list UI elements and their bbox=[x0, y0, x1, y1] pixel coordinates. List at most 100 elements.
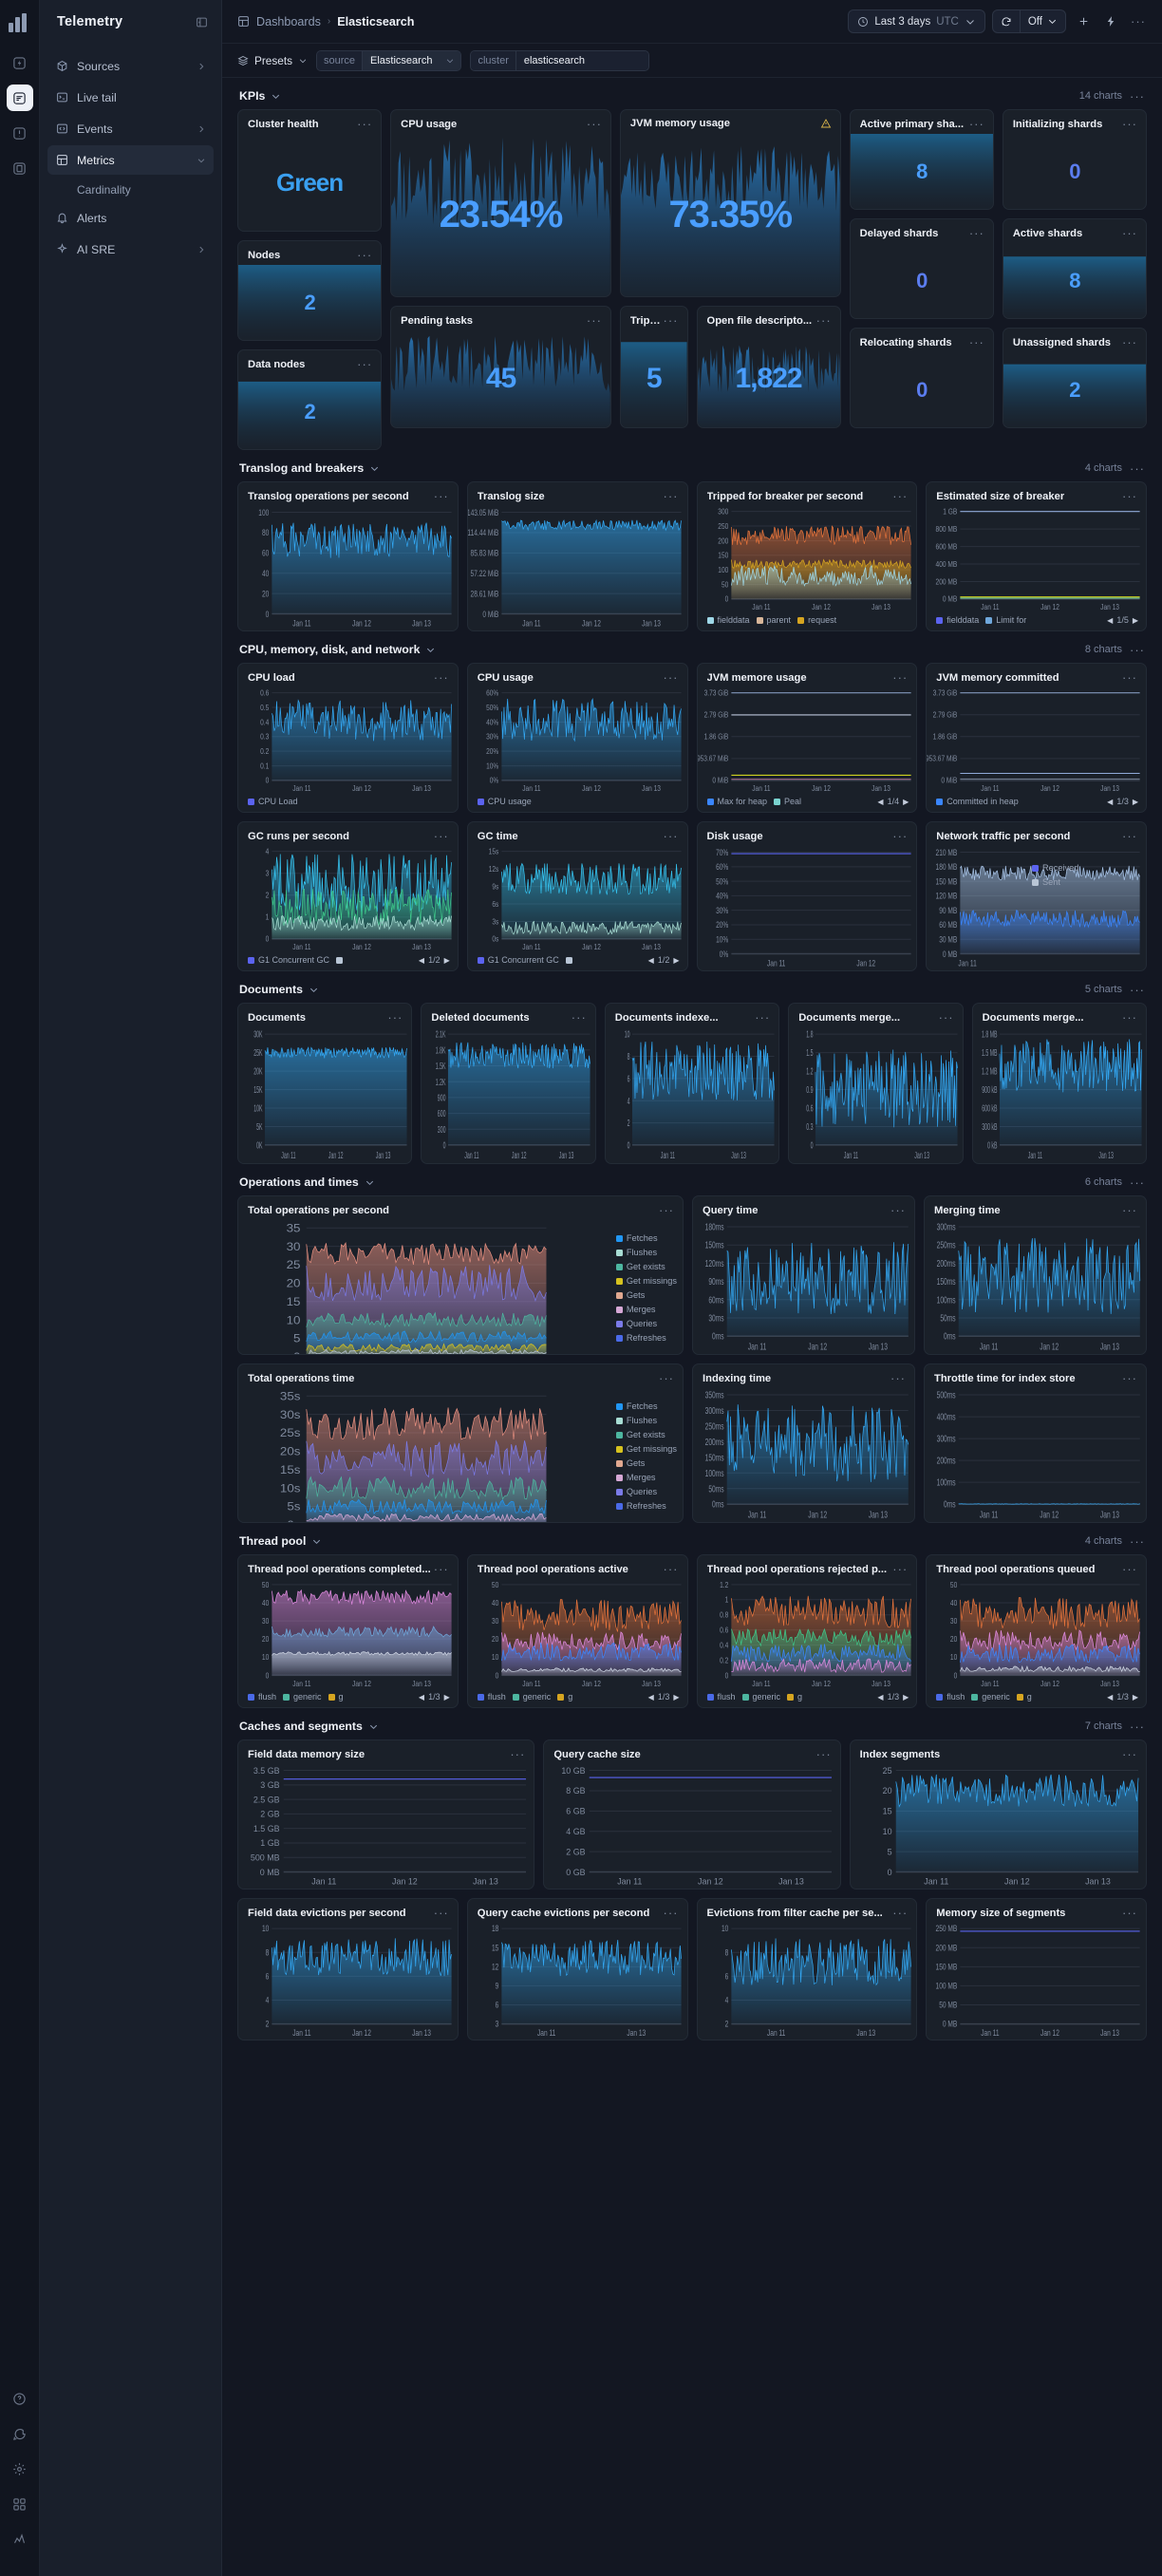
legend-item[interactable]: Fetches bbox=[615, 1233, 677, 1243]
chart-card-translog-size[interactable]: Translog size ··· 143.05 MiB 114.44 MiB 85.8… bbox=[466, 481, 688, 631]
sidebar-item-sources[interactable]: Sources bbox=[47, 51, 214, 81]
legend-item[interactable]: request bbox=[797, 615, 836, 625]
more-icon[interactable]: ··· bbox=[1130, 1533, 1145, 1549]
bolt-icon[interactable] bbox=[7, 49, 33, 76]
more-icon[interactable]: ··· bbox=[1130, 1175, 1145, 1190]
legend-item[interactable]: generic bbox=[741, 1692, 780, 1702]
pager-next-icon[interactable]: ▶ bbox=[1132, 1692, 1138, 1702]
more-icon[interactable]: ··· bbox=[815, 313, 832, 328]
more-icon[interactable]: ··· bbox=[1122, 117, 1137, 131]
legend-item[interactable] bbox=[565, 956, 576, 964]
chart-card-tp-completed[interactable]: Thread pool operations completed... ··· 50… bbox=[237, 1554, 459, 1708]
more-icon[interactable]: ··· bbox=[892, 489, 909, 503]
legend-item[interactable]: Refreshes bbox=[615, 1333, 677, 1343]
pager-next-icon[interactable]: ▶ bbox=[903, 797, 909, 806]
more-icon[interactable]: ··· bbox=[890, 1371, 906, 1385]
pager-prev-icon[interactable]: ◀ bbox=[1107, 797, 1114, 806]
chart-card-tp-active[interactable]: Thread pool operations active ··· 50 40 30 20… bbox=[466, 1554, 688, 1708]
more-icon[interactable]: ··· bbox=[663, 1906, 679, 1920]
legend-item[interactable]: CPU usage bbox=[477, 797, 532, 806]
chart-card-cpu-usage-chart[interactable]: CPU usage ··· 60% 50% 40% 30% 20% 10% 0% Jan 11 Ja… bbox=[466, 663, 688, 813]
more-icon[interactable]: ··· bbox=[892, 1562, 909, 1576]
pager-next-icon[interactable]: ▶ bbox=[443, 955, 450, 965]
chevron-down-icon[interactable] bbox=[311, 1536, 322, 1547]
legend-item[interactable]: Gets bbox=[615, 1290, 677, 1300]
legend-item[interactable]: Get exists bbox=[615, 1262, 677, 1271]
chart-card-tp-rejected[interactable]: Thread pool operations rejected p... ··· 1… bbox=[696, 1554, 918, 1708]
legend-item[interactable]: parent bbox=[756, 615, 791, 625]
legend-item[interactable]: Peal bbox=[774, 797, 801, 806]
chart-card-field-data-memory[interactable]: Field data memory size ··· 3.5 GB 3 GB 2.5 G… bbox=[237, 1739, 535, 1890]
more-icon[interactable]: ··· bbox=[1130, 88, 1145, 103]
legend-item[interactable]: Queries bbox=[615, 1487, 677, 1496]
pager-prev-icon[interactable]: ◀ bbox=[418, 955, 425, 965]
kpi-card-open-file-descriptors[interactable]: Open file descripto... ··· 1,822 bbox=[696, 306, 841, 428]
legend-item[interactable]: generic bbox=[512, 1692, 551, 1702]
sidebar-item-alerts[interactable]: Alerts bbox=[47, 203, 214, 233]
more-icon[interactable]: ··· bbox=[663, 829, 679, 843]
pager-next-icon[interactable]: ▶ bbox=[903, 1692, 909, 1702]
legend-item[interactable]: generic bbox=[971, 1692, 1010, 1702]
legend-item[interactable]: g bbox=[1016, 1692, 1032, 1702]
more-icon[interactable]: ··· bbox=[1122, 226, 1137, 240]
pager-next-icon[interactable]: ▶ bbox=[673, 1692, 680, 1702]
more-icon[interactable]: ··· bbox=[815, 1747, 832, 1761]
more-icon[interactable]: ··· bbox=[968, 226, 984, 240]
chart-card-memory-size-segments[interactable]: Memory size of segments ··· 250 MB 200 MB 15… bbox=[926, 1898, 1147, 2040]
legend-item[interactable]: Merges bbox=[615, 1473, 677, 1482]
legend-item[interactable]: Max for heap bbox=[706, 797, 767, 806]
more-icon[interactable]: ··· bbox=[1122, 1562, 1137, 1576]
cluster-filter-value[interactable]: elasticsearch bbox=[515, 50, 648, 70]
more-icon[interactable]: ··· bbox=[938, 1010, 954, 1025]
bolt-icon[interactable] bbox=[1100, 11, 1121, 32]
chart-card-gc-runs[interactable]: GC runs per second ··· 4 3 2 1 0 Jan 11 Jan 12 Ja… bbox=[237, 821, 459, 971]
more-icon[interactable]: ··· bbox=[433, 489, 449, 503]
help-icon[interactable] bbox=[7, 2385, 33, 2412]
chart-card-documents-indexed[interactable]: Documents indexe... ··· 10 8 6 4 2 0 Jan 11 Jan 1… bbox=[604, 1003, 780, 1164]
more-icon[interactable]: ··· bbox=[1122, 489, 1137, 503]
book-icon[interactable] bbox=[7, 155, 33, 181]
kpi-card-delayed-shards[interactable]: Delayed shards ··· 0 bbox=[849, 218, 994, 319]
presets-dropdown[interactable]: Presets bbox=[237, 54, 308, 67]
legend-item[interactable]: G1 Concurrent GC bbox=[477, 955, 559, 965]
chevron-down-icon[interactable] bbox=[365, 1177, 375, 1188]
legend-item[interactable]: flush bbox=[248, 1692, 276, 1702]
feedback-icon[interactable] bbox=[7, 2420, 33, 2447]
chart-card-jvm-memory-committed[interactable]: JVM memory committed ··· 3.73 GiB 2.79 GiB 1… bbox=[926, 663, 1147, 813]
chart-card-merging-time[interactable]: Merging time ··· 300ms 250ms 200ms 150ms 100ms… bbox=[924, 1195, 1147, 1355]
chart-card-documents-merged[interactable]: Documents merge... ··· 1.8 1.5 1.2 0.9 0.6 0.3 0… bbox=[788, 1003, 964, 1164]
kpi-card-tripped-for-breakers[interactable]: Tripped for breakers··· 5 bbox=[619, 306, 688, 428]
grid-icon[interactable] bbox=[7, 2491, 33, 2517]
pager-next-icon[interactable]: ▶ bbox=[443, 1692, 450, 1702]
legend-item[interactable]: Get missings bbox=[615, 1276, 677, 1286]
chart-card-gc-time[interactable]: GC time ··· 15s 12s 9s 6s 3s 0s Jan 11 Jan 12 Jan … bbox=[466, 821, 688, 971]
more-icon[interactable]: ··· bbox=[892, 670, 909, 685]
legend-item[interactable]: Refreshes bbox=[615, 1501, 677, 1511]
kpi-card-cpu-usage[interactable]: CPU usage ··· 23.54% bbox=[390, 109, 611, 297]
warning-icon[interactable] bbox=[820, 118, 832, 129]
chart-card-field-data-evictions[interactable]: Field data evictions per second ··· 10 8 6 4 2… bbox=[237, 1898, 459, 2040]
more-icon[interactable]: ··· bbox=[586, 117, 602, 131]
more-icon[interactable]: ··· bbox=[663, 313, 679, 328]
source-filter[interactable]: source Elasticsearch bbox=[316, 49, 462, 71]
chart-card-documents-merged-size[interactable]: Documents merge... ··· 1.8 MB 1.5 MB 1.2 MB 9… bbox=[971, 1003, 1147, 1164]
chart-card-total-ops-ps[interactable]: Total operations per second ··· 35 30 25 20 15… bbox=[237, 1195, 684, 1355]
legend-item[interactable]: Committed in heap bbox=[936, 797, 1019, 806]
legend-item[interactable]: Flushes bbox=[615, 1416, 677, 1425]
kpi-card-initializing-shards[interactable]: Initializing shards ··· 0 bbox=[1002, 109, 1147, 210]
legend-item[interactable]: CPU Load bbox=[248, 797, 298, 806]
more-icon[interactable]: ··· bbox=[571, 1010, 587, 1025]
more-icon[interactable]: ··· bbox=[755, 1010, 771, 1025]
more-icon[interactable]: ··· bbox=[659, 1371, 674, 1385]
legend-item[interactable]: Queries bbox=[615, 1319, 677, 1328]
more-icon[interactable]: ··· bbox=[1122, 1906, 1137, 1920]
legend-item[interactable]: Gets bbox=[615, 1458, 677, 1468]
legend-item[interactable]: G1 Concurrent GC bbox=[248, 955, 329, 965]
legend-item[interactable]: g bbox=[787, 1692, 802, 1702]
time-range-picker[interactable]: Last 3 days UTC bbox=[848, 9, 985, 33]
refresh-interval-select[interactable]: Off bbox=[1021, 10, 1065, 32]
sidebar-subitem-cardinality[interactable]: Cardinality bbox=[77, 183, 131, 197]
breadcrumb-root[interactable]: Dashboards bbox=[256, 14, 321, 28]
chart-card-tp-queued[interactable]: Thread pool operations queued ··· 50 40 30 20… bbox=[926, 1554, 1147, 1708]
more-icon[interactable]: ··· bbox=[510, 1747, 526, 1761]
